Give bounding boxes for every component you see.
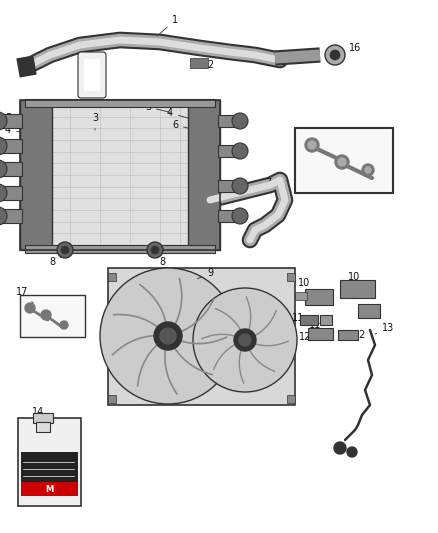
Bar bbox=[33, 413, 53, 423]
Circle shape bbox=[362, 164, 374, 176]
Text: 1: 1 bbox=[157, 15, 178, 36]
Circle shape bbox=[232, 178, 248, 194]
Bar bbox=[218, 180, 238, 192]
Circle shape bbox=[151, 246, 159, 254]
Circle shape bbox=[239, 334, 251, 346]
Text: 2: 2 bbox=[200, 60, 213, 70]
Text: 14: 14 bbox=[32, 407, 44, 422]
Bar bbox=[108, 268, 295, 405]
Bar bbox=[0, 162, 22, 176]
Bar bbox=[21, 452, 78, 496]
Bar bbox=[308, 328, 333, 340]
Bar bbox=[25, 99, 215, 107]
Bar bbox=[36, 422, 50, 432]
Bar bbox=[0, 186, 22, 200]
Circle shape bbox=[365, 167, 371, 173]
Text: 10: 10 bbox=[298, 278, 315, 292]
Bar bbox=[287, 273, 295, 281]
Circle shape bbox=[234, 329, 256, 351]
Text: 12: 12 bbox=[299, 332, 311, 342]
Bar bbox=[340, 280, 375, 298]
Bar bbox=[20, 295, 85, 337]
Circle shape bbox=[0, 112, 7, 130]
Bar bbox=[18, 418, 81, 506]
Circle shape bbox=[232, 113, 248, 129]
Circle shape bbox=[57, 242, 73, 258]
Circle shape bbox=[0, 207, 7, 225]
Text: 4: 4 bbox=[167, 108, 192, 119]
Text: 10: 10 bbox=[348, 272, 360, 290]
Bar bbox=[320, 315, 332, 325]
Text: 11: 11 bbox=[292, 313, 304, 323]
Bar bbox=[20, 100, 220, 250]
Text: 4: 4 bbox=[5, 125, 19, 135]
Text: 11: 11 bbox=[309, 320, 321, 330]
Text: 7: 7 bbox=[257, 178, 271, 190]
Text: 12: 12 bbox=[343, 330, 366, 340]
Bar bbox=[218, 210, 238, 222]
Text: 6: 6 bbox=[172, 120, 193, 130]
Circle shape bbox=[0, 184, 7, 202]
Text: 13: 13 bbox=[375, 323, 394, 334]
Circle shape bbox=[0, 160, 7, 178]
Circle shape bbox=[100, 268, 236, 404]
Bar bbox=[300, 315, 318, 325]
Bar bbox=[108, 395, 116, 403]
Bar bbox=[0, 139, 22, 153]
Circle shape bbox=[160, 328, 176, 344]
Circle shape bbox=[154, 322, 182, 350]
Bar bbox=[0, 209, 22, 223]
Bar bbox=[20, 100, 52, 250]
FancyBboxPatch shape bbox=[84, 59, 100, 91]
Circle shape bbox=[330, 50, 340, 60]
Text: 6: 6 bbox=[2, 140, 15, 150]
Text: 17: 17 bbox=[16, 287, 33, 303]
Circle shape bbox=[193, 288, 297, 392]
Circle shape bbox=[334, 442, 346, 454]
Bar bbox=[287, 395, 295, 403]
Bar bbox=[295, 128, 393, 193]
Circle shape bbox=[325, 45, 345, 65]
Bar bbox=[305, 289, 333, 305]
Text: 8: 8 bbox=[49, 256, 63, 267]
Circle shape bbox=[232, 143, 248, 159]
Bar bbox=[108, 273, 116, 281]
Bar bbox=[25, 245, 215, 253]
Text: 8: 8 bbox=[155, 255, 165, 267]
Circle shape bbox=[41, 310, 51, 320]
Bar bbox=[218, 145, 238, 157]
Bar bbox=[338, 330, 358, 340]
Bar bbox=[0, 114, 22, 128]
Bar bbox=[48, 105, 192, 245]
Circle shape bbox=[147, 242, 163, 258]
Circle shape bbox=[347, 447, 357, 457]
Circle shape bbox=[60, 321, 68, 329]
Circle shape bbox=[0, 137, 7, 155]
Text: 16: 16 bbox=[341, 43, 361, 53]
Bar bbox=[188, 100, 220, 250]
Circle shape bbox=[25, 303, 35, 313]
FancyBboxPatch shape bbox=[78, 52, 106, 98]
Text: 5: 5 bbox=[145, 102, 170, 112]
Text: 5: 5 bbox=[5, 113, 18, 123]
Text: 9: 9 bbox=[198, 268, 213, 279]
Text: 3: 3 bbox=[92, 113, 98, 130]
Bar bbox=[190, 58, 208, 68]
Bar bbox=[21, 482, 78, 496]
Circle shape bbox=[335, 155, 349, 169]
Circle shape bbox=[61, 246, 69, 254]
Circle shape bbox=[338, 158, 346, 166]
Text: M: M bbox=[45, 484, 53, 494]
Circle shape bbox=[305, 138, 319, 152]
Circle shape bbox=[308, 141, 316, 149]
Bar bbox=[295, 292, 307, 300]
Bar bbox=[358, 304, 380, 318]
Bar bbox=[218, 115, 238, 127]
Circle shape bbox=[232, 208, 248, 224]
